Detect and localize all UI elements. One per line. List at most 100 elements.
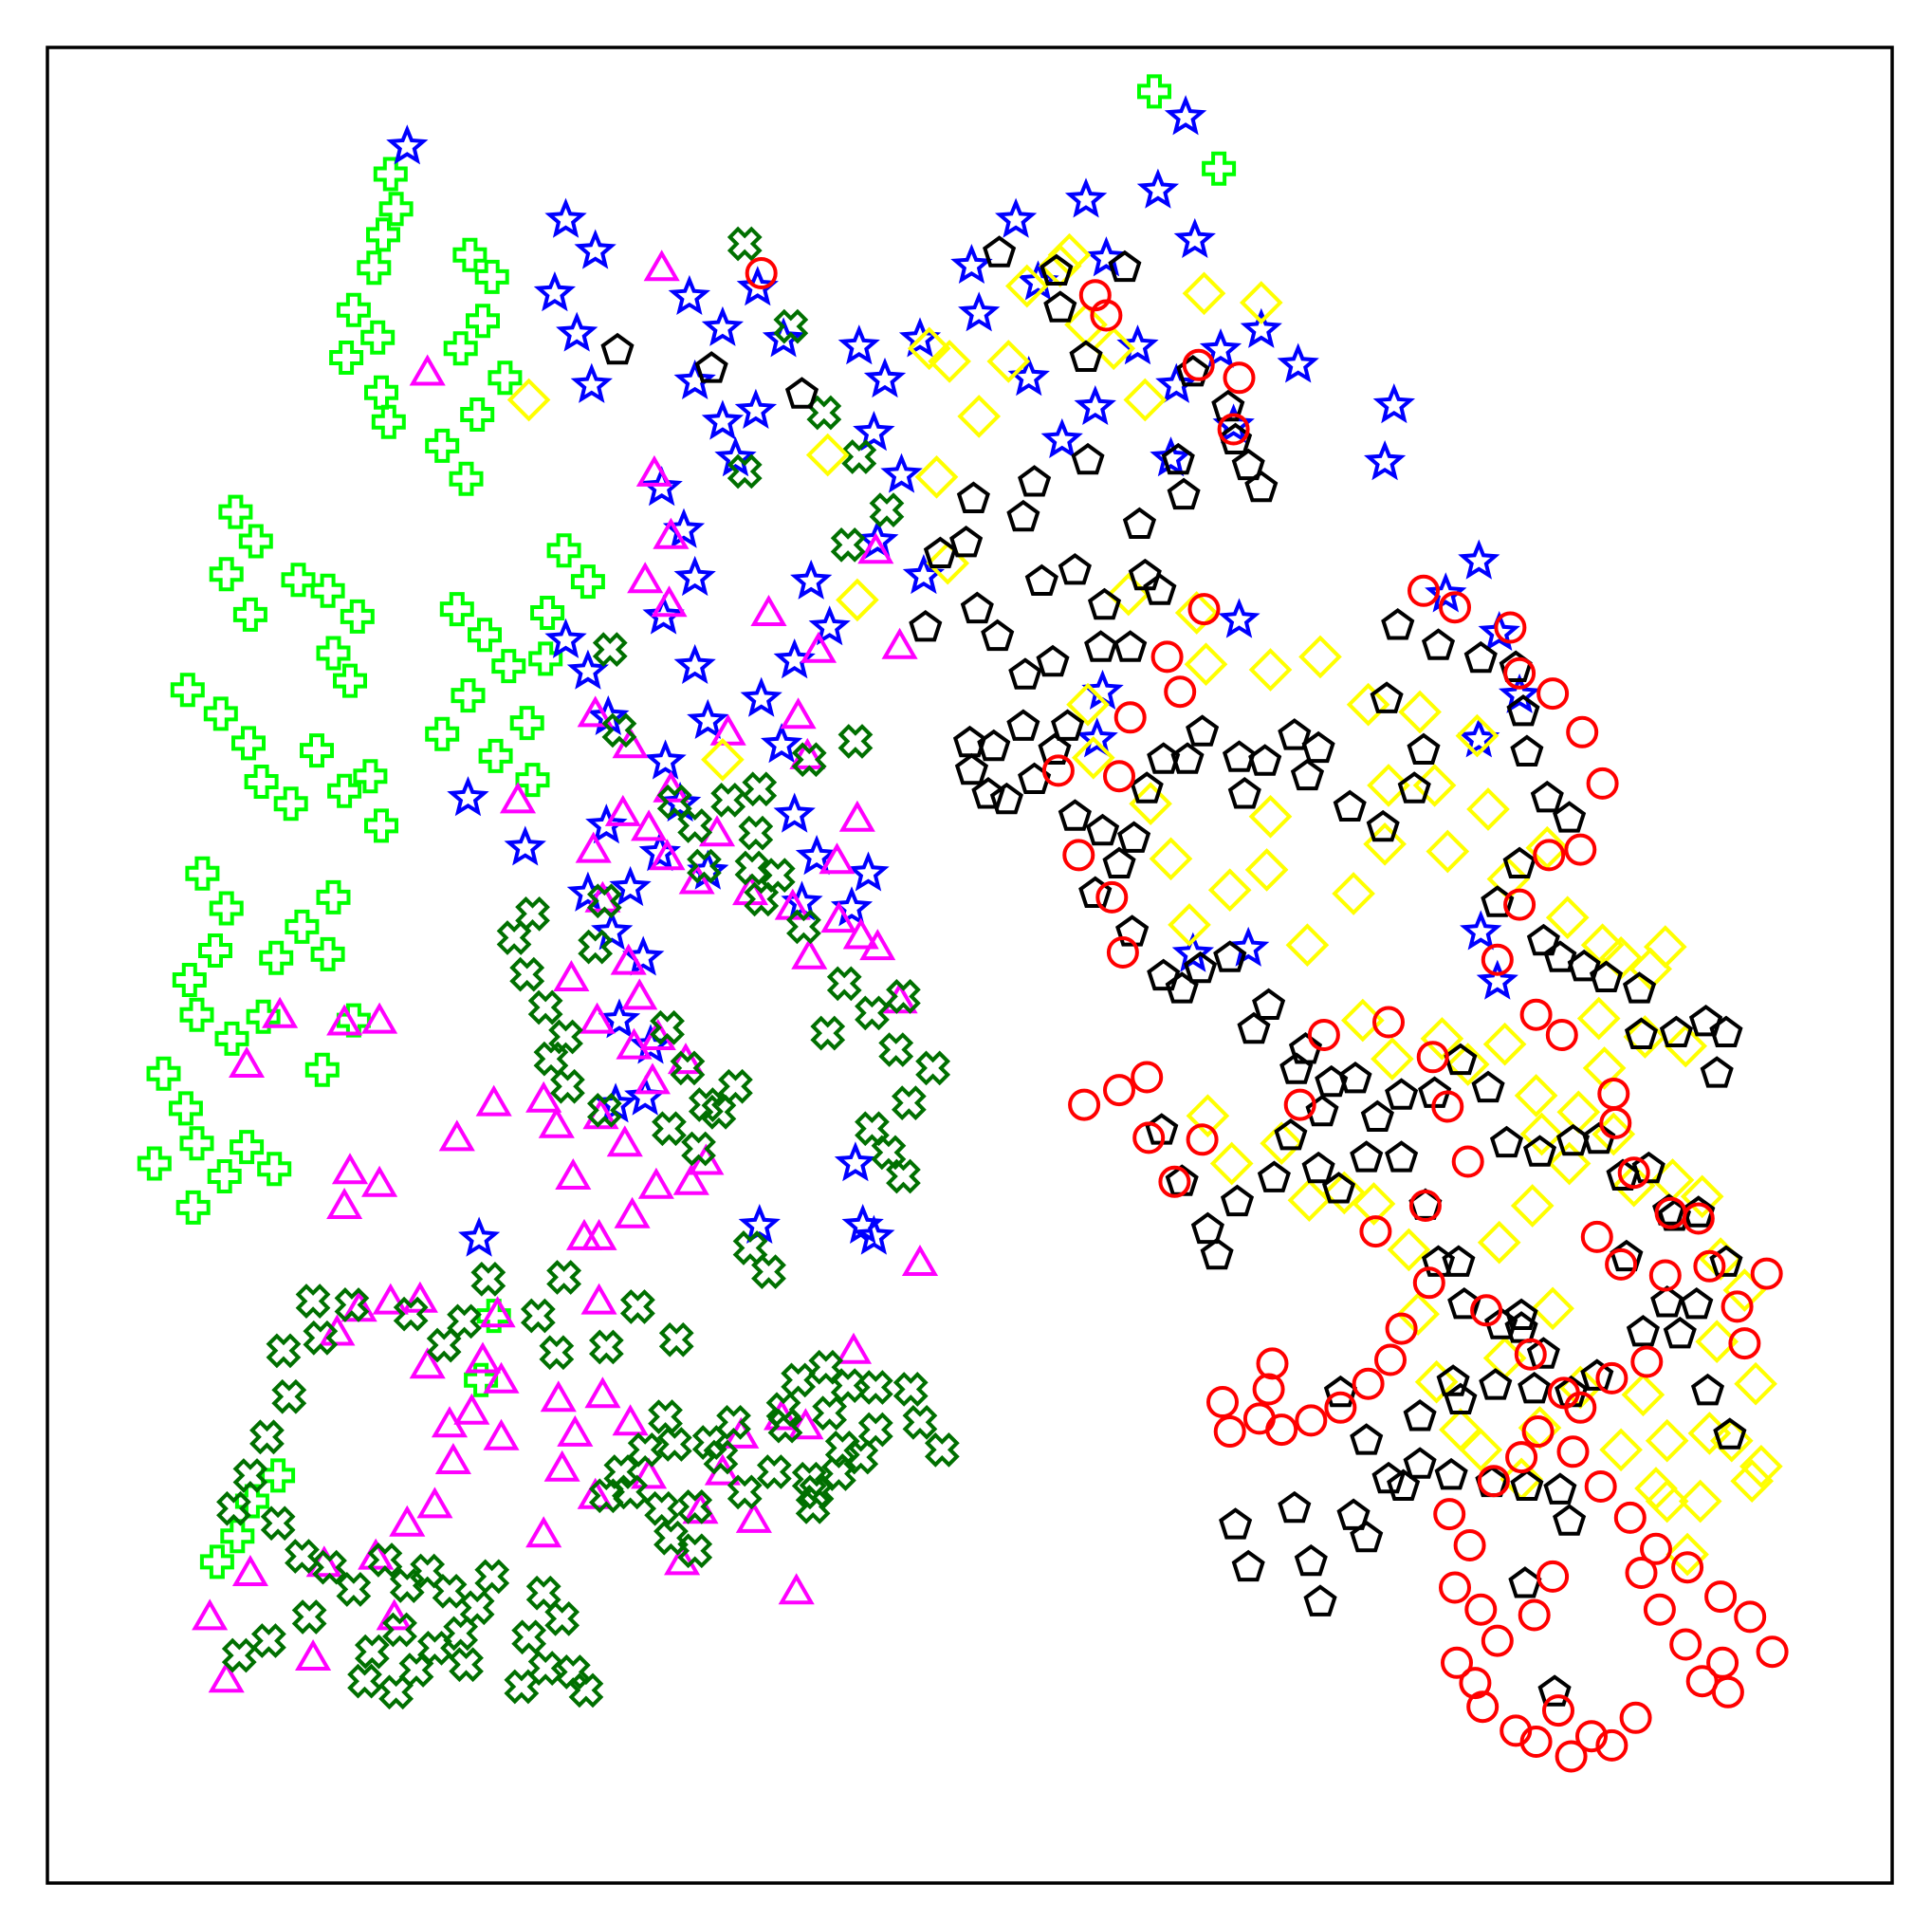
plus-marker — [439, 592, 474, 627]
pentagon-marker — [1278, 718, 1312, 750]
circle-marker — [1756, 1635, 1789, 1669]
triangle-marker — [672, 1163, 709, 1195]
triangle-marker — [525, 1081, 562, 1113]
diamond-marker — [1545, 896, 1590, 940]
pentagon-marker — [960, 591, 994, 624]
triangle-marker — [631, 1457, 668, 1489]
x-marker — [525, 1575, 561, 1611]
diamond-marker — [701, 737, 745, 782]
x-marker — [742, 771, 778, 807]
pentagon-marker — [1360, 1099, 1394, 1132]
plus-marker — [353, 759, 388, 794]
pentagon-marker — [971, 777, 1005, 809]
diamond-marker — [1482, 1022, 1527, 1066]
x-marker — [303, 1320, 339, 1356]
x-marker — [533, 1041, 569, 1077]
pentagon-marker — [1122, 507, 1157, 539]
diamond-marker — [1260, 1121, 1304, 1166]
pentagon-marker — [1051, 709, 1085, 741]
pentagon-marker — [1700, 1056, 1734, 1088]
circle-marker — [1575, 1720, 1608, 1753]
diamond-marker — [1168, 903, 1211, 947]
plus-marker — [231, 726, 266, 761]
pentagon-marker — [1631, 1151, 1665, 1184]
triangle-marker — [453, 1393, 490, 1425]
diamond-marker — [928, 340, 971, 383]
plot-frame — [46, 46, 1894, 1885]
diamond-marker — [1665, 1532, 1709, 1577]
diamond-marker — [1420, 1017, 1464, 1061]
x-marker — [857, 1412, 893, 1448]
pentagon-marker — [1403, 1399, 1437, 1432]
circle-marker — [1566, 715, 1599, 748]
star-marker — [585, 803, 628, 844]
triangle-marker — [584, 1376, 621, 1409]
x-marker — [857, 1370, 893, 1405]
plus-marker — [304, 1052, 340, 1087]
star-marker — [837, 324, 880, 365]
plus-marker — [357, 250, 392, 286]
pentagon-marker — [1553, 801, 1587, 833]
star-marker — [1074, 385, 1116, 426]
pentagon-marker — [1305, 1094, 1339, 1127]
x-marker — [677, 808, 713, 843]
triangle-marker — [483, 1361, 520, 1394]
star-marker — [1240, 307, 1282, 348]
circle-marker — [1431, 1090, 1464, 1123]
triangle-marker — [631, 809, 668, 841]
diamond-marker — [1174, 591, 1219, 635]
x-marker — [773, 308, 809, 344]
circle-marker — [1095, 880, 1129, 914]
x-marker — [509, 956, 545, 992]
pentagon-marker — [1130, 771, 1164, 803]
x-marker — [266, 1333, 302, 1369]
plus-marker — [198, 933, 232, 968]
pentagon-marker — [1463, 640, 1498, 674]
pentagon-marker — [1582, 1121, 1616, 1154]
diamond-marker — [1576, 996, 1621, 1041]
plus-marker — [378, 192, 414, 227]
pentagon-marker — [1397, 771, 1431, 803]
diamond-marker — [1346, 682, 1390, 727]
pentagon-marker — [1385, 1140, 1419, 1173]
x-marker — [613, 1474, 649, 1510]
x-marker — [347, 1663, 382, 1699]
plus-marker — [528, 641, 563, 676]
star-marker — [701, 399, 745, 440]
circle-marker — [1503, 656, 1536, 690]
x-marker — [586, 883, 622, 919]
circle-marker — [1518, 1598, 1551, 1632]
circle-marker — [1374, 1343, 1407, 1376]
x-marker — [786, 909, 821, 945]
circle-marker — [1704, 1580, 1738, 1614]
pentagon-marker — [983, 235, 1017, 268]
circle-marker — [1150, 640, 1184, 674]
pentagon-marker — [1589, 960, 1624, 992]
plus-marker — [310, 936, 345, 971]
circle-marker — [1750, 1257, 1783, 1290]
triangle-marker — [678, 862, 715, 895]
triangle-marker — [553, 960, 590, 991]
star-marker — [1199, 328, 1242, 369]
triangle-marker — [750, 595, 787, 626]
triangle-marker — [649, 839, 686, 871]
diamond-marker — [1547, 1141, 1592, 1186]
circle-marker — [1187, 593, 1221, 626]
triangle-marker — [653, 517, 690, 549]
circle-marker — [1617, 1156, 1650, 1190]
pentagon-marker — [1471, 1070, 1505, 1103]
diamond-marker — [1322, 1171, 1367, 1215]
pentagon-marker — [1274, 1118, 1308, 1151]
pentagon-marker — [1350, 1520, 1384, 1553]
x-marker — [511, 1619, 547, 1655]
plus-marker — [333, 663, 367, 698]
x-marker — [382, 1612, 417, 1648]
pentagon-marker — [1624, 1017, 1659, 1049]
circle-marker — [1503, 888, 1536, 921]
diamond-marker — [1531, 1286, 1574, 1331]
triangle-marker — [326, 1187, 363, 1219]
triangle-marker — [614, 1196, 651, 1228]
x-marker — [687, 848, 722, 884]
triangle-marker — [464, 1341, 502, 1374]
circle-marker — [1464, 1593, 1498, 1626]
